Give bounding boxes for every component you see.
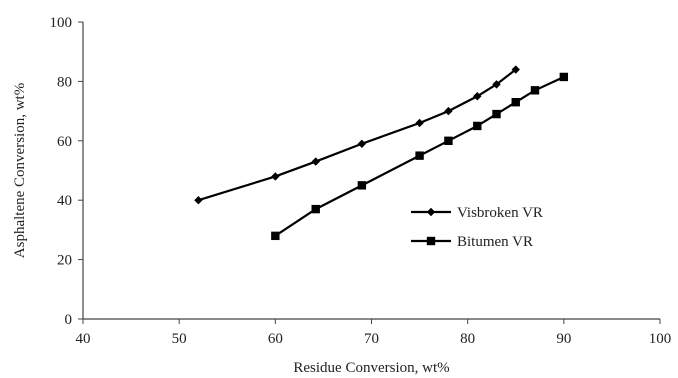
legend-label: Visbroken VR [457, 205, 543, 221]
legend-marker-bitumen-vr [426, 236, 436, 246]
x-axis-title: Residue Conversion, wt% [293, 360, 449, 376]
data-point-visbroken-vr [415, 118, 424, 128]
data-point-bitumen-vr [473, 121, 482, 131]
data-point-bitumen-vr [357, 181, 367, 190]
series-line-bitumen-vr [274, 75, 565, 237]
series-visbroken-vr [194, 65, 520, 205]
y-tick-label: 100 [50, 15, 73, 31]
x-tick-label: 80 [460, 331, 475, 347]
legend-item-bitumen-vr: Bitumen VR [411, 234, 533, 250]
data-point-visbroken-vr [511, 65, 520, 74]
x-tick-label: 60 [268, 331, 283, 347]
x-tick-label: 50 [172, 331, 187, 347]
data-point-bitumen-vr [415, 151, 424, 160]
data-point-bitumen-vr [530, 86, 540, 95]
x-tick-label: 40 [76, 331, 91, 347]
y-tick-label: 40 [57, 193, 72, 209]
data-point-bitumen-vr [492, 109, 501, 119]
x-tick-label: 100 [649, 331, 672, 347]
data-point-visbroken-vr [194, 196, 203, 205]
legend-label: Bitumen VR [457, 234, 533, 250]
data-point-visbroken-vr [444, 106, 453, 116]
data-point-bitumen-vr [271, 231, 280, 241]
data-point-visbroken-vr [311, 157, 320, 166]
data-point-visbroken-vr [473, 92, 482, 101]
x-tick-label: 90 [556, 331, 571, 347]
data-point-bitumen-vr [511, 97, 520, 107]
data-point-visbroken-vr [492, 80, 501, 89]
data-point-bitumen-vr [311, 204, 320, 214]
y-tick-label: 0 [65, 312, 73, 328]
legend: Visbroken VR Bitumen VR [411, 205, 543, 250]
series-bitumen-vr [271, 72, 569, 241]
series-line-visbroken-vr [198, 68, 517, 202]
y-tick-label: 20 [57, 253, 72, 269]
data-point-bitumen-vr [444, 136, 453, 145]
y-tick-label: 60 [57, 134, 72, 150]
data-point-visbroken-vr [271, 172, 280, 181]
series-layer [194, 65, 569, 241]
axes: 40 50 60 70 80 90 100 0 20 40 60 80 100 [50, 15, 672, 347]
legend-item-visbroken-vr: Visbroken VR [411, 205, 543, 221]
x-tick-label: 70 [364, 331, 379, 347]
y-tick-label: 80 [57, 74, 72, 90]
legend-marker-visbroken-vr [426, 207, 436, 217]
data-point-visbroken-vr [357, 139, 367, 148]
data-point-bitumen-vr [559, 72, 569, 82]
y-axis-title: Asphaltene Conversion, wt% [12, 83, 28, 258]
